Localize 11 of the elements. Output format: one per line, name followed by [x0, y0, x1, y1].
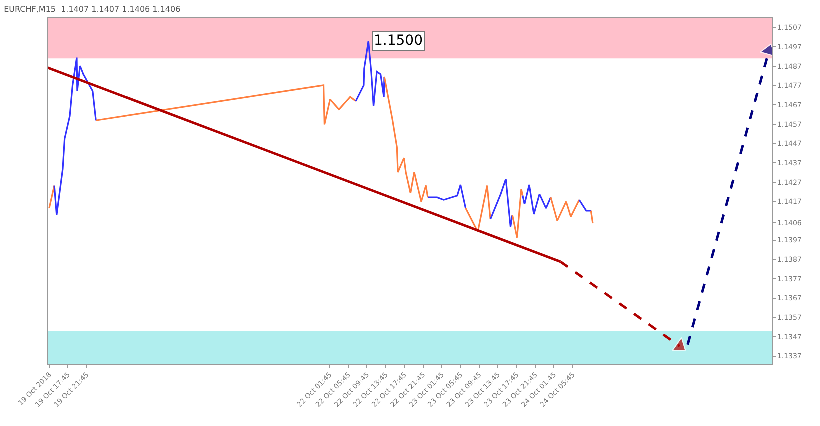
line-series — [427, 184, 467, 210]
line-series — [512, 188, 524, 239]
chart-title: EURCHF,M15 1.1407 1.1407 1.1406 1.1406 — [4, 4, 181, 14]
line-series — [95, 84, 357, 126]
line-series — [384, 76, 429, 203]
line-series — [550, 196, 580, 222]
line-series — [465, 184, 492, 233]
line-series — [522, 184, 552, 216]
line-series — [54, 57, 97, 216]
annotation: 1.1500 — [374, 33, 423, 49]
line-series — [490, 178, 514, 228]
